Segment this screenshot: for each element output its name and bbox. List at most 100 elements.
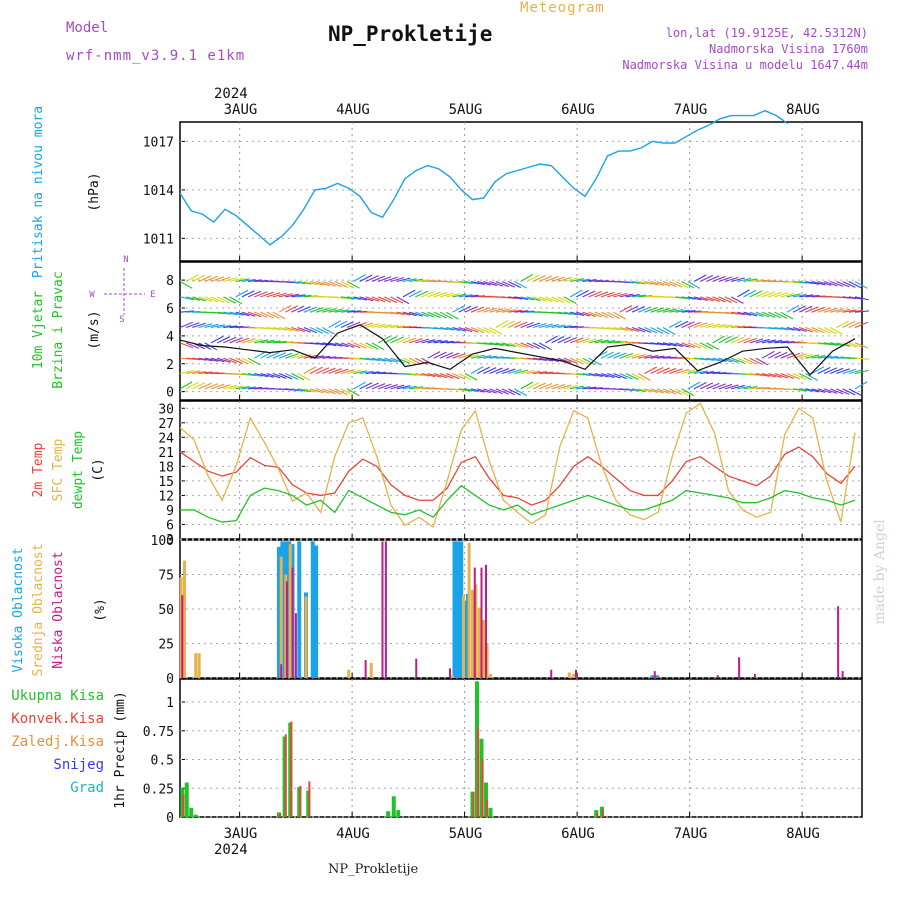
wind-barb (823, 327, 837, 335)
wind-barb (607, 372, 621, 379)
wind-barb (619, 373, 633, 380)
wind-barb (371, 383, 386, 390)
wind-barb (588, 290, 602, 298)
wind-barb (706, 371, 721, 375)
wind-barb (402, 311, 417, 317)
wind-barb (322, 327, 335, 335)
wind-barb (396, 277, 411, 283)
wind-barb (278, 326, 293, 332)
wind-barb (248, 279, 263, 283)
wind-barb (842, 342, 857, 348)
y-tick-label-wind: 2 (166, 358, 174, 373)
wind-barb (625, 373, 639, 381)
precip-bar-1 (596, 813, 599, 817)
wind-barb (198, 382, 212, 390)
wind-barb (353, 370, 368, 375)
wind-barb (563, 385, 578, 390)
precip-bar-0 (479, 738, 484, 817)
wind-barb (817, 307, 832, 313)
cloud-bar-2 (381, 541, 384, 678)
lonlat-label: lon,lat (19.9125E, 42.5312N) (665, 26, 868, 40)
cloud-bar-2 (280, 664, 283, 678)
wind-barb (706, 342, 719, 350)
temp-unit-label: (C) (91, 458, 106, 481)
wind-barb (743, 372, 758, 376)
wind-barb (353, 296, 368, 301)
wind-barb (458, 294, 473, 298)
wind-barb (830, 356, 845, 359)
wind-barb (439, 372, 454, 379)
wind-barb (179, 369, 194, 375)
wind-barb (644, 388, 659, 394)
wind-barb (576, 278, 591, 283)
wind-barb (452, 373, 466, 380)
wind-barb (576, 386, 591, 390)
wind-barb (322, 342, 337, 347)
wind-barb (315, 327, 330, 335)
wind-barb (712, 296, 726, 303)
wind-barb (613, 292, 628, 298)
wind-barb (247, 338, 262, 344)
wind-barb (278, 352, 293, 359)
wind-barb (551, 336, 565, 344)
y-tick-label-temperature: 18 (158, 460, 174, 475)
wind-barb (216, 296, 231, 304)
wind-barb (656, 307, 671, 313)
x-tick-label-bottom: 7AUG (674, 826, 708, 842)
cloud-bar-2 (285, 581, 288, 678)
wind-barb (699, 342, 714, 350)
wind-barb (192, 322, 206, 329)
wind-barb (836, 388, 850, 395)
wind-barb (396, 385, 411, 390)
wind-barb (334, 342, 349, 348)
wind-barb (681, 369, 696, 375)
wind-barb (675, 320, 689, 329)
wind-barb (316, 388, 330, 394)
wind-barb (631, 326, 646, 333)
wind-barb (638, 354, 653, 359)
y-tick-label-cloud: 100 (151, 534, 174, 549)
wind-barb (551, 276, 565, 283)
wind-barb (390, 336, 404, 344)
wind-barb (464, 373, 478, 381)
wind-barb (737, 337, 751, 344)
wind-barb (185, 342, 200, 349)
precip-bar-0 (488, 807, 493, 817)
wind-barb (662, 308, 677, 313)
wind-barb (625, 326, 640, 333)
wind-barb (662, 342, 677, 347)
cloud-bar-1 (462, 595, 465, 678)
wind-barb (198, 371, 213, 375)
wind-barb (415, 357, 428, 366)
wind-barb (421, 311, 435, 318)
wind-barb (749, 357, 763, 365)
wind-barb (799, 280, 814, 285)
wind-barb (743, 289, 757, 298)
precip-bar-1 (481, 759, 484, 817)
cloud-bar-2 (653, 671, 656, 678)
wind-barb (594, 291, 609, 298)
wind-speed-line (179, 324, 856, 376)
wind-barb (526, 322, 541, 329)
wind-barb (755, 311, 770, 318)
precip-bar-1 (602, 808, 604, 817)
wind-barb (693, 296, 708, 301)
wind-barb (613, 373, 627, 380)
wind-barb (805, 306, 819, 313)
wind-barb (216, 384, 231, 390)
precip-legend-4: Grad (70, 780, 104, 796)
wind-barb (384, 276, 398, 283)
wind-barb (563, 336, 578, 344)
wind-barb (241, 290, 255, 298)
wind-barb (446, 311, 459, 320)
wind-barb (235, 289, 249, 298)
wind-barb (229, 311, 244, 316)
wind-barb (774, 340, 789, 344)
wind-barb (396, 325, 411, 329)
precip-bar-0 (470, 791, 475, 817)
wind-barb (470, 388, 485, 393)
wind-barb (384, 384, 398, 390)
cloud-bar-2 (181, 595, 184, 678)
wind-barb (681, 281, 695, 289)
wind-barb (718, 296, 732, 303)
